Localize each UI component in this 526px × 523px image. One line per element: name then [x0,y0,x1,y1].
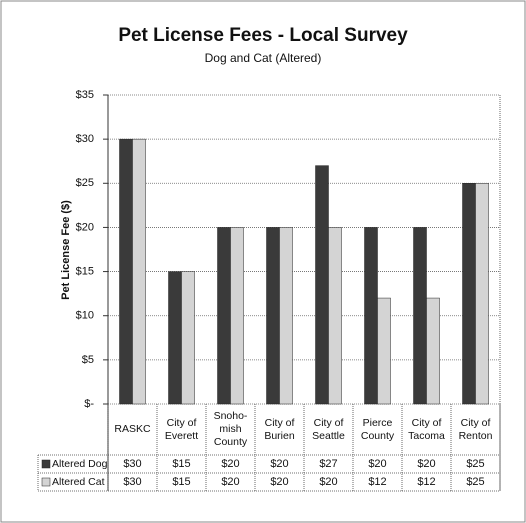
category-cell: City of Seattle [312,416,345,442]
legend-key [41,477,51,487]
data-label: $20 [417,458,435,470]
y-tick-label: $25 [76,177,94,189]
chart-title: Pet License Fees - Local Survey [118,25,408,46]
chart-subtitle: Dog and Cat (Altered) [205,51,322,65]
data-label: $20 [368,458,386,470]
bar [377,297,391,405]
x-tick-label: Pierce County [360,416,395,442]
data-label: $15 [172,458,190,470]
data-label: $20 [319,476,337,488]
category-cell: City of Tacoma [408,416,445,442]
bar [132,138,146,405]
bar [475,183,489,405]
category-cell: City of Everett [164,416,199,442]
data-label: $12 [368,476,386,488]
bar [462,183,476,405]
category-cell: RASKC [114,423,151,435]
data-label: $12 [417,476,435,488]
data-label: $20 [221,458,239,470]
bar [181,271,195,405]
bar [217,227,231,405]
bar [426,297,440,405]
y-tick-label: $15 [76,265,94,277]
y-tick-label: $- [84,398,94,410]
legend-label: Altered Cat [52,476,105,488]
y-tick-label: $30 [76,133,94,145]
x-tick-label: City of Seattle [312,416,345,442]
data-label: $15 [172,476,190,488]
data-label: $25 [466,476,484,488]
bar [168,271,182,405]
y-axis-label: Pet License Fee ($) [60,200,72,300]
x-tick-label: City of Tacoma [408,416,445,442]
category-cell: City of Renton [458,416,493,442]
bar [279,227,293,405]
y-tick-label: $10 [76,310,94,322]
data-label: $30 [123,458,141,470]
bar [119,138,133,405]
x-tick-label: City of Renton [458,416,493,442]
x-tick-label: RASKC [114,423,151,435]
x-tick-label: Snoho-mish County [213,410,248,448]
legend-label: Altered Dog [52,458,108,470]
bar [315,165,329,405]
data-label: $27 [319,458,337,470]
category-cell: City of Burien [264,416,295,442]
data-label: $20 [270,458,288,470]
bar [266,227,280,405]
data-label: $20 [270,476,288,488]
data-label: $30 [123,476,141,488]
bar [364,227,378,405]
y-tick-label: $35 [76,89,94,101]
data-label: $20 [221,476,239,488]
bar [328,227,342,405]
category-cell: Snoho-mish County [213,410,248,448]
data-label: $25 [466,458,484,470]
x-tick-label: City of Burien [264,416,295,442]
bar [413,227,427,405]
legend-key [41,459,51,469]
y-tick-label: $20 [76,221,94,233]
x-tick-label: City of Everett [164,416,199,442]
category-cell: Pierce County [360,416,395,442]
bar [230,227,244,405]
y-tick-label: $5 [82,354,94,366]
